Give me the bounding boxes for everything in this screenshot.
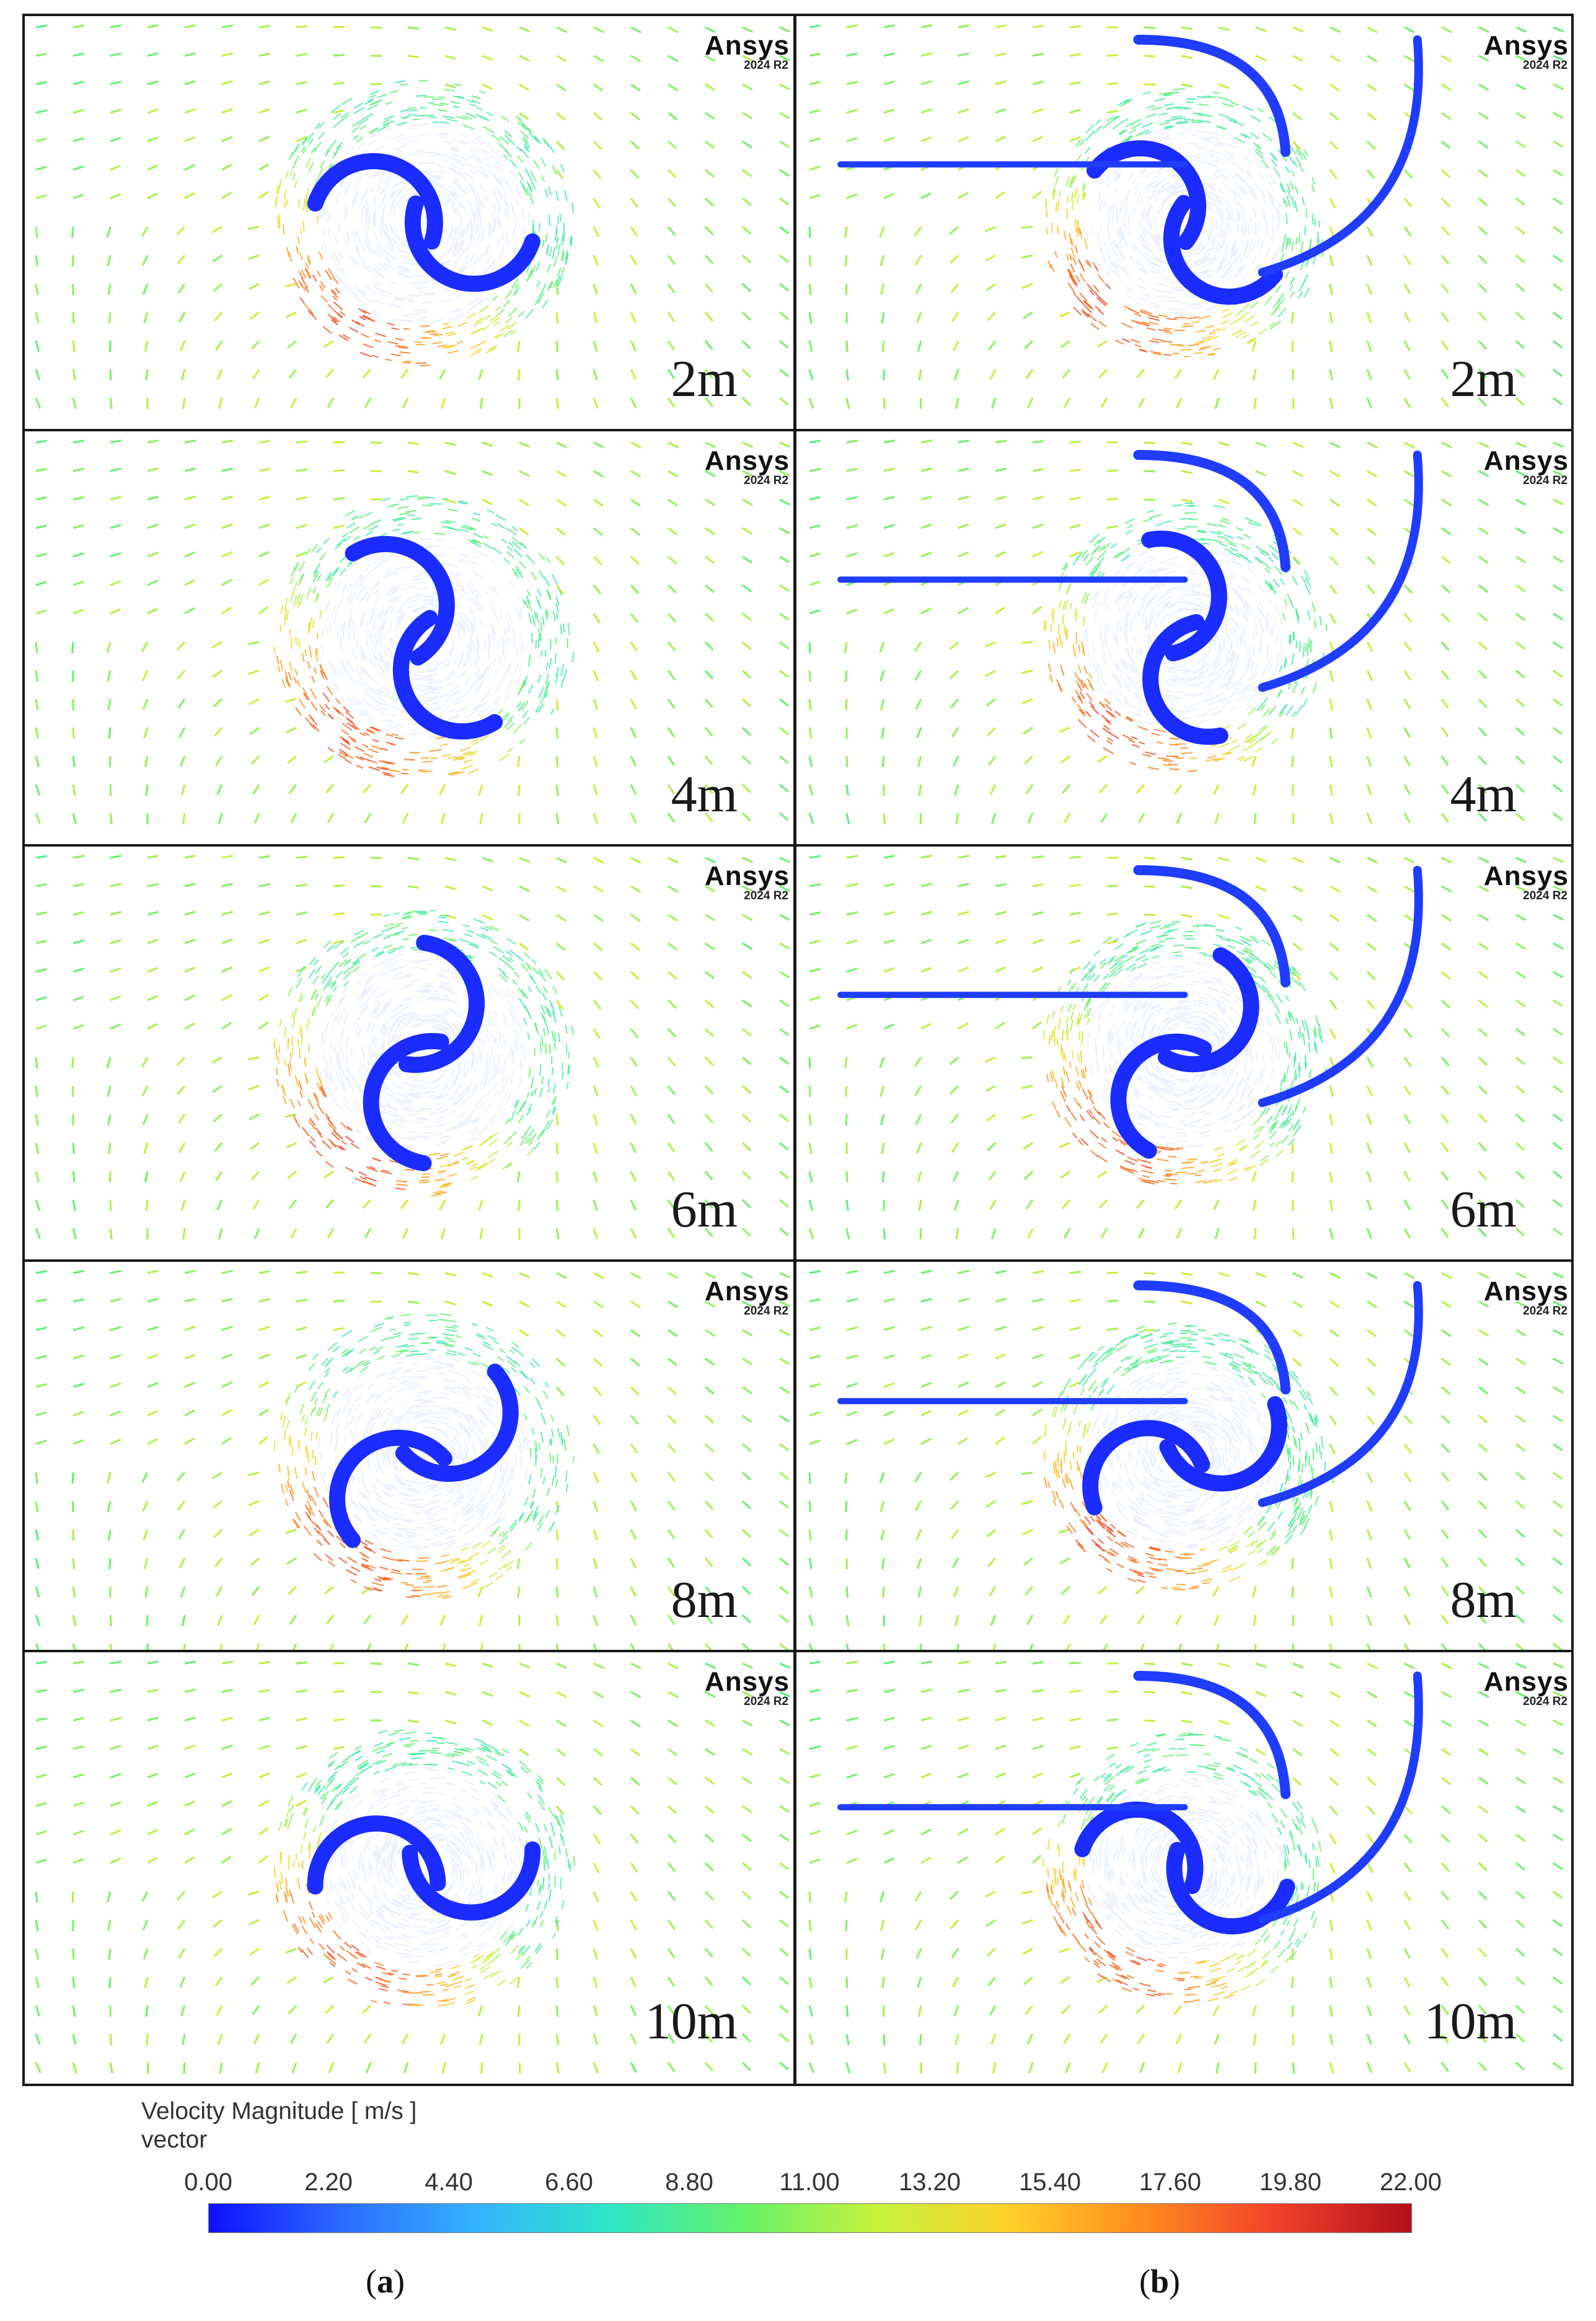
velocity-vector-field	[808, 1269, 1564, 1651]
distance-label: 4m	[671, 765, 738, 823]
velocity-vector-field	[35, 1269, 791, 1651]
frame-right	[1571, 14, 1574, 2086]
legend-tick-label: 0.00	[184, 2169, 232, 2196]
legend-tick-label: 8.80	[665, 2169, 713, 2196]
distance-label: 2m	[1450, 350, 1517, 408]
panel-a-10m: Ansys 2024 R2 10m	[24, 1651, 793, 2085]
panel-b-4m: Ansys 2024 R2 4m	[797, 430, 1572, 845]
panel-b-6m: Ansys 2024 R2 6m	[797, 845, 1572, 1261]
distance-label: 6m	[1450, 1181, 1517, 1238]
legend-subtitle: vector	[141, 2126, 208, 2153]
legend-tick-label: 22.00	[1379, 2169, 1442, 2196]
legend-ticks: 0.00 2.20 4.40 6.60 8.80 11.00 13.20 15.40 17.60…	[184, 2169, 1442, 2200]
distance-label: 4m	[1450, 765, 1517, 823]
panel-b-2m: Ansys 2024 R2 2m	[797, 15, 1572, 430]
velocity-vector-field	[35, 439, 791, 825]
ansys-logo: Ansys 2024 R2	[1483, 1667, 1569, 1708]
frame-left	[22, 14, 25, 2086]
distance-label: 8m	[1450, 1571, 1517, 1629]
ansys-logo: Ansys 2024 R2	[704, 1276, 790, 1318]
ansys-logo: Ansys 2024 R2	[1483, 1276, 1569, 1318]
ansys-logo: Ansys 2024 R2	[704, 1667, 790, 1708]
legend-tick-label: 13.20	[898, 2169, 961, 2196]
legend-tick-label: 6.60	[545, 2169, 593, 2196]
distance-label: 10m	[645, 1993, 738, 2050]
panel-a-4m: Ansys 2024 R2 4m	[24, 430, 793, 845]
caption-a: (a)	[366, 2263, 405, 2300]
velocity-vector-field	[35, 1660, 791, 2074]
panel-b-8m: Ansys 2024 R2 8m	[797, 1261, 1572, 1651]
frame-row-4	[22, 1650, 1574, 1652]
ansys-logo: Ansys 2024 R2	[704, 30, 790, 72]
legend-tick-label: 4.40	[425, 2169, 473, 2196]
velocity-vector-field	[35, 24, 791, 410]
color-legend: Velocity Magnitude [ m/s ] vector 0.00 2.…	[141, 2092, 1455, 2234]
ansys-logo: Ansys 2024 R2	[1483, 861, 1569, 902]
velocity-vector-field	[808, 855, 1564, 1240]
legend-tick-label: 19.80	[1259, 2169, 1322, 2196]
distance-label: 6m	[671, 1181, 738, 1238]
panel-a-2m: Ansys 2024 R2 2m	[24, 15, 793, 430]
velocity-vector-field	[808, 1660, 1564, 2074]
velocity-vector-field	[35, 855, 791, 1240]
frame-row-1	[22, 429, 1574, 431]
color-bar	[208, 2203, 1412, 2233]
ansys-logo: Ansys 2024 R2	[1483, 30, 1569, 72]
distance-label: 10m	[1424, 1993, 1517, 2050]
legend-tick-label: 2.20	[304, 2169, 353, 2196]
panel-b-10m: Ansys 2024 R2 10m	[797, 1651, 1572, 2085]
frame-row-3	[22, 1259, 1574, 1262]
frame-top	[22, 14, 1574, 16]
distance-label: 8m	[671, 1571, 738, 1629]
legend-title: Velocity Magnitude [ m/s ]	[141, 2098, 417, 2125]
panel-a-8m: Ansys 2024 R2 8m	[24, 1261, 793, 1651]
legend-tick-label: 11.00	[779, 2169, 840, 2196]
ansys-logo: Ansys 2024 R2	[1483, 446, 1569, 487]
frame-row-2	[22, 844, 1574, 847]
distance-label: 2m	[671, 350, 738, 408]
panel-a-6m: Ansys 2024 R2 6m	[24, 845, 793, 1261]
velocity-vector-field	[808, 24, 1564, 410]
legend-tick-label: 17.60	[1139, 2169, 1202, 2196]
velocity-vector-field	[808, 439, 1564, 825]
ansys-logo: Ansys 2024 R2	[704, 861, 790, 902]
frame-bottom	[22, 2084, 1574, 2086]
legend-tick-label: 15.40	[1018, 2169, 1082, 2196]
caption-b: (b)	[1139, 2263, 1181, 2300]
frame-middle	[793, 14, 796, 2086]
ansys-logo: Ansys 2024 R2	[704, 446, 790, 487]
